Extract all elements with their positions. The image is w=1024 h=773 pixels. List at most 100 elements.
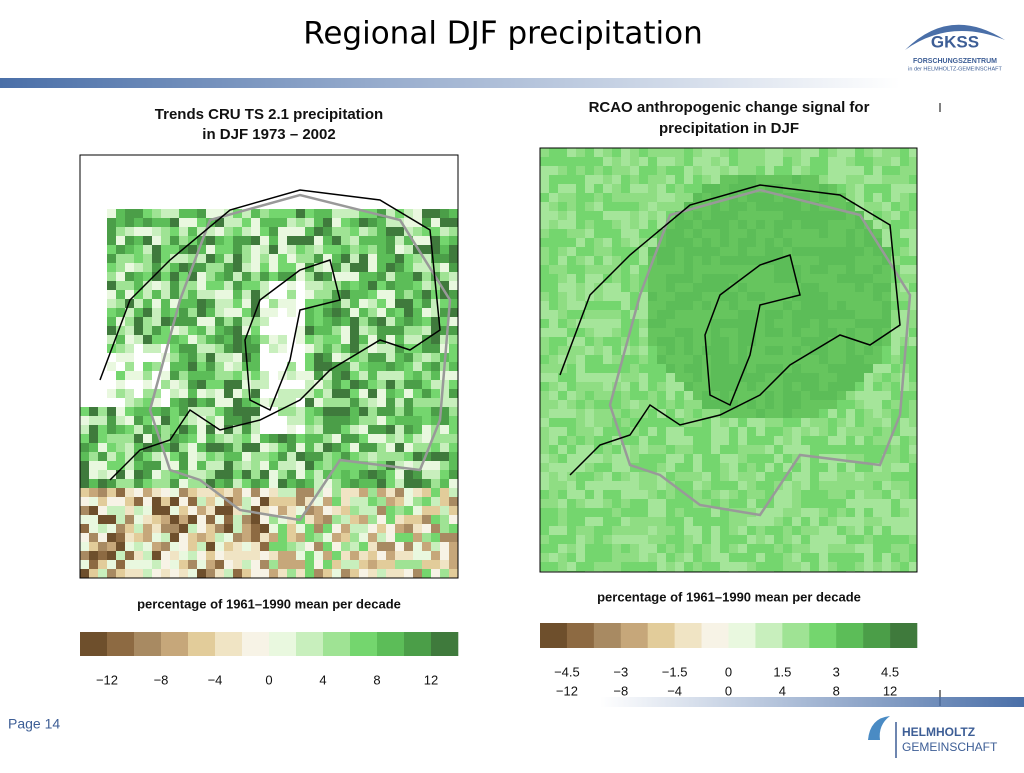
map-cell <box>260 497 270 507</box>
map-cell <box>639 328 649 338</box>
map-cell <box>440 389 450 399</box>
map-cell <box>278 551 288 561</box>
map-cell <box>765 283 775 293</box>
map-cell <box>738 427 748 437</box>
map-cell <box>873 391 883 401</box>
map-cell <box>648 373 658 383</box>
map-cell <box>89 542 99 552</box>
map-cell <box>170 227 180 237</box>
map-cell <box>810 220 820 230</box>
map-cell <box>594 508 604 518</box>
map-cell <box>909 319 917 329</box>
map-cell <box>323 542 333 552</box>
map-cell <box>540 337 550 347</box>
map-cell <box>170 569 180 578</box>
map-cell <box>206 497 216 507</box>
map-cell <box>567 202 577 212</box>
map-cell <box>810 481 820 491</box>
map-cell <box>359 452 369 462</box>
map-cell <box>449 218 458 228</box>
map-cell <box>116 434 126 444</box>
map-cell <box>98 245 108 255</box>
map-cell <box>368 335 378 345</box>
map-cell <box>449 506 458 516</box>
map-cell <box>774 202 784 212</box>
map-cell <box>657 310 667 320</box>
map-cell <box>891 148 901 158</box>
map-cell <box>882 166 892 176</box>
map-cell <box>792 346 802 356</box>
map-cell <box>305 560 315 570</box>
map-cell <box>837 328 847 338</box>
map-cell <box>747 463 757 473</box>
map-cell <box>747 319 757 329</box>
map-cell <box>107 452 117 462</box>
map-cell <box>386 551 396 561</box>
map-cell <box>98 488 108 498</box>
map-cell <box>711 400 721 410</box>
map-cell <box>125 407 135 417</box>
map-cell <box>702 265 712 275</box>
map-cell <box>458 479 468 489</box>
map-cell <box>440 272 450 282</box>
map-cell <box>648 526 658 536</box>
map-cell <box>864 202 874 212</box>
map-cell <box>134 506 144 516</box>
map-cell <box>909 400 917 410</box>
map-cell <box>585 553 595 563</box>
map-cell <box>558 553 568 563</box>
map-cell <box>675 274 685 284</box>
map-cell <box>612 148 622 158</box>
map-cell <box>729 328 739 338</box>
map-cell <box>161 506 171 516</box>
map-cell <box>143 299 153 309</box>
map-cell <box>449 272 458 282</box>
map-cell <box>684 184 694 194</box>
map-cell <box>431 416 441 426</box>
map-cell <box>116 407 126 417</box>
map-cell <box>143 209 153 219</box>
map-cell <box>882 292 892 302</box>
map-cell <box>603 553 613 563</box>
map-cell <box>756 238 766 248</box>
map-cell <box>864 535 874 545</box>
map-cell <box>449 182 458 192</box>
map-cell <box>774 472 784 482</box>
map-cell <box>431 236 441 246</box>
map-cell <box>801 355 811 365</box>
map-cell <box>837 265 847 275</box>
map-cell <box>440 416 450 426</box>
map-cell <box>603 346 613 356</box>
map-cell <box>458 398 468 408</box>
map-cell <box>143 578 153 588</box>
map-cell <box>882 319 892 329</box>
map-cell <box>792 553 802 563</box>
map-cell <box>152 218 162 228</box>
map-cell <box>152 578 162 588</box>
map-cell <box>828 553 838 563</box>
map-cell <box>440 533 450 543</box>
map-cell <box>323 209 333 219</box>
map-cell <box>666 373 676 383</box>
map-cell <box>359 245 369 255</box>
map-cell <box>549 328 559 338</box>
map-cell <box>837 175 847 185</box>
map-cell <box>891 454 901 464</box>
map-cell <box>224 236 234 246</box>
map-cell <box>233 236 243 246</box>
colorbar-swatch <box>134 632 162 656</box>
map-cell <box>341 362 351 372</box>
map-cell <box>711 499 721 509</box>
map-cell <box>612 211 622 221</box>
map-cell <box>846 193 856 203</box>
map-cell <box>413 281 423 291</box>
map-cell <box>386 173 396 183</box>
map-cell <box>233 317 243 327</box>
map-cell <box>747 328 757 338</box>
map-cell <box>323 236 333 246</box>
map-cell <box>711 553 721 563</box>
map-cell <box>251 533 261 543</box>
map-cell <box>323 308 333 318</box>
map-cell <box>134 353 144 363</box>
map-cell <box>305 182 315 192</box>
